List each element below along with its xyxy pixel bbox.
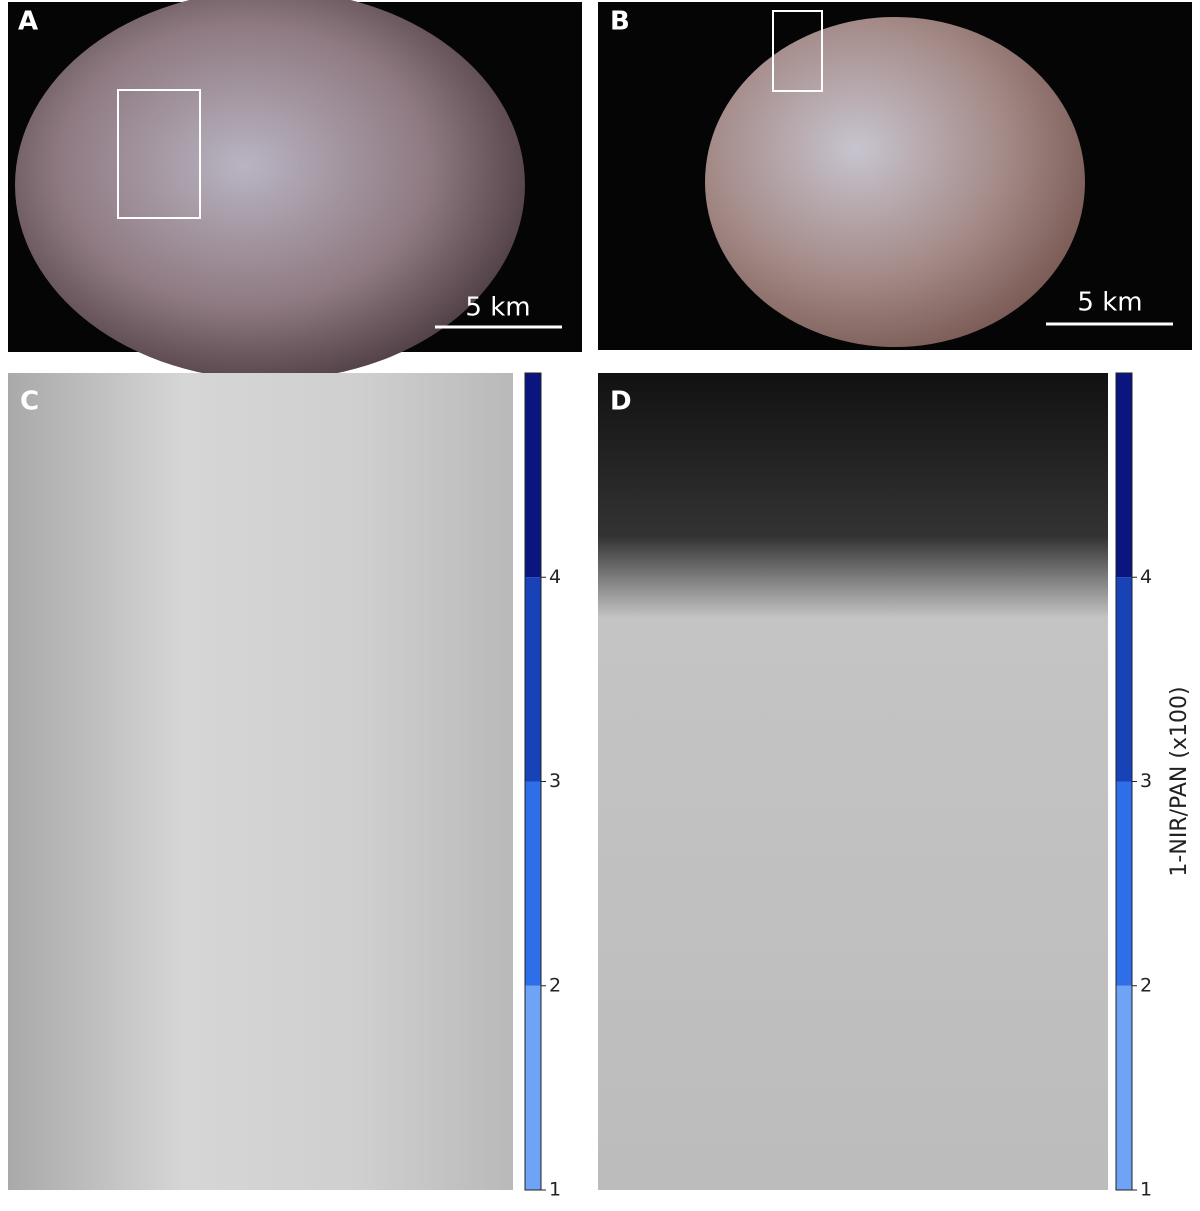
tick-label: 1: [549, 1179, 561, 1201]
tick-label: 3: [1140, 770, 1152, 792]
colorbar-segment: [525, 781, 541, 986]
colorbar-segment: [525, 577, 541, 782]
tick-label: 2: [549, 974, 561, 996]
colorbar-segment: [1116, 577, 1132, 782]
tick-label: 4: [1140, 566, 1152, 588]
panel-label: C: [20, 387, 39, 417]
colorbar-segment: [1116, 373, 1132, 578]
colorbar-segment: [1116, 781, 1132, 986]
colorbar-segment: [1116, 985, 1132, 1190]
moon-a: [15, 0, 525, 380]
tick-label: 2: [1140, 974, 1152, 996]
inset-box: [117, 89, 201, 219]
panel-label: D: [610, 387, 632, 417]
tick-label: 3: [549, 770, 561, 792]
moon-b: [705, 17, 1085, 347]
panel-label: A: [18, 7, 38, 37]
tick-label: 1: [1140, 1179, 1152, 1201]
colorbar-segment: [525, 373, 541, 578]
panel-c-image: [8, 373, 513, 1190]
scale-bar-label: 5 km: [465, 293, 530, 323]
panel-label: B: [610, 7, 630, 37]
tick-label: 4: [549, 566, 561, 588]
colorbar-label: 1-NIR/PAN (x100): [1167, 686, 1192, 876]
panel-d-image: [598, 373, 1108, 1190]
colorbar-segment: [525, 985, 541, 1190]
inset-box: [772, 10, 823, 92]
scale-bar-label: 5 km: [1077, 288, 1142, 318]
